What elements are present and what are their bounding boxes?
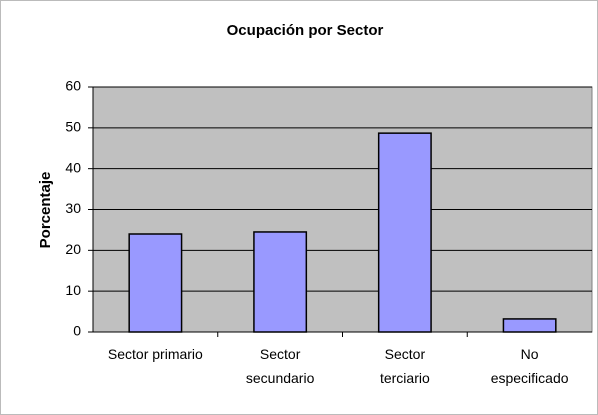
x-tick-label: No especificado [490,346,569,386]
bar [377,132,432,333]
y-tick-label: 10 [65,282,81,298]
y-tick-label: 60 [65,78,81,94]
y-tick-label: 20 [65,241,81,257]
bar [253,231,308,333]
y-tick-label: 0 [73,323,81,339]
y-tick-label: 30 [65,200,81,216]
y-axis-label: Porcentaje [37,172,54,249]
bar [502,318,557,333]
bar [128,233,183,333]
y-tick-label: 50 [65,119,81,135]
x-tick-label: Sector terciario [379,346,430,386]
x-tick-label: Sector secundario [245,346,315,386]
chart-title: Ocupación por Sector [227,22,384,39]
y-tick-label: 40 [65,159,81,175]
x-tick-label: Sector primario [107,346,203,362]
